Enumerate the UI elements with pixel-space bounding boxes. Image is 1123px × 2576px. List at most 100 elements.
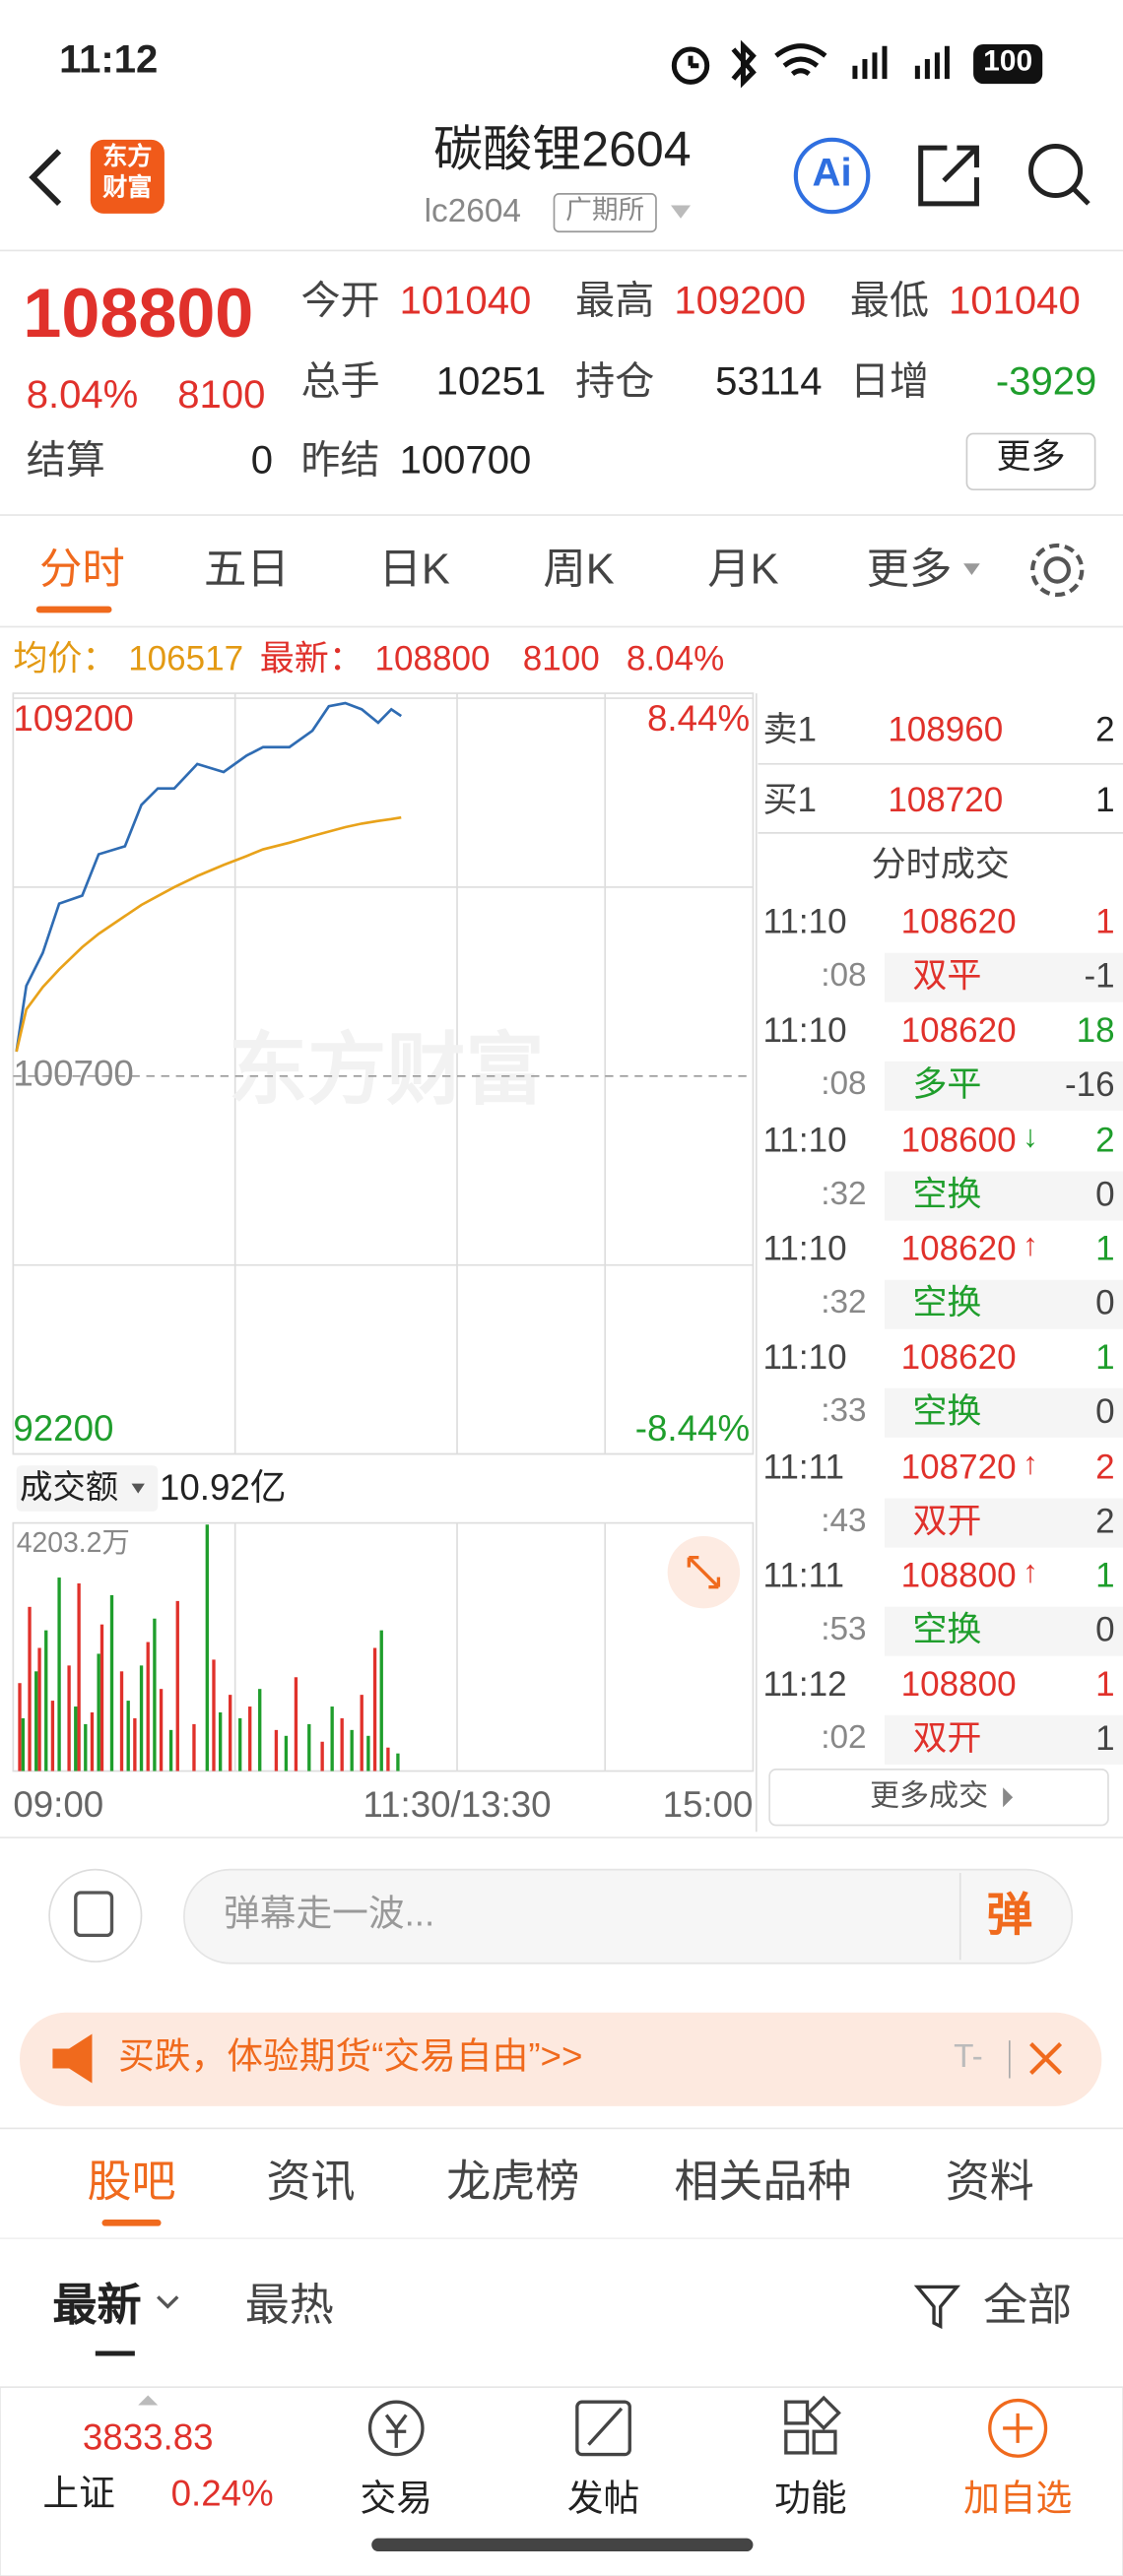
trade-kind-cell (884, 1714, 1123, 1766)
filter-icon[interactable] (913, 2285, 960, 2330)
field-label: 结算 (26, 438, 105, 483)
book-side: 买1 (762, 782, 818, 820)
megaphone-icon (52, 2033, 93, 2084)
share-button[interactable] (918, 145, 979, 207)
banner[interactable] (20, 2012, 1102, 2106)
field-value: 109200 (674, 279, 807, 324)
trade-time: 11:10 (762, 1121, 847, 1160)
comment-placeholder[interactable]: 弹幕走一波... (223, 1892, 435, 1934)
more-trades-label[interactable]: 更多成交 (869, 1778, 989, 1813)
section-tab[interactable]: 资料 (945, 2157, 1034, 2207)
trade-arrow: ↓ (1023, 1120, 1039, 1155)
trades-title: 分时成交 (871, 846, 1010, 884)
trade-kind-cell (884, 1388, 1123, 1439)
banner-text[interactable]: 买跌，体验期货“交易自由”>> (118, 2035, 583, 2077)
volume-bar (360, 1695, 363, 1771)
trade-kind-cell (884, 1170, 1123, 1220)
more-button[interactable] (965, 432, 1096, 491)
index-value[interactable]: 3833.83 (82, 2416, 214, 2458)
section-tab[interactable]: 相关品种 (674, 2157, 852, 2207)
comment-list-button[interactable] (48, 1868, 143, 1963)
latest-pct: 8.04% (626, 640, 725, 679)
trade-qty: 1 (1095, 1230, 1115, 1268)
trade-kind-cell (884, 1606, 1123, 1656)
search-button[interactable] (1028, 143, 1090, 206)
index-pct[interactable]: 0.24% (170, 2472, 274, 2514)
turnover-label[interactable]: 成交额 (20, 1470, 119, 1507)
turnover-selector[interactable] (16, 1465, 159, 1512)
nav-item[interactable]: 发帖 (566, 2477, 640, 2519)
volume-bar (330, 1707, 334, 1771)
trade-qty: 1 (1095, 1665, 1115, 1705)
sort-hot[interactable]: 最热 (244, 2280, 334, 2330)
book-qty: 1 (1095, 782, 1115, 820)
section-tab[interactable]: 龙虎榜 (446, 2157, 580, 2207)
back-button[interactable] (29, 149, 62, 206)
trade-kind: 双开 (912, 1719, 982, 1759)
separator (0, 1836, 1123, 1838)
exchange: 广期所 (565, 197, 645, 225)
trade-kind: 双平 (912, 957, 982, 997)
index-toggle[interactable] (138, 2395, 159, 2406)
trade-price: 108620 (900, 903, 1017, 941)
filter-all[interactable]: 全部 (983, 2280, 1073, 2330)
tab[interactable]: 五日 (203, 544, 290, 594)
settings-button[interactable] (1030, 543, 1085, 598)
nav-item[interactable]: 交易 (360, 2477, 432, 2519)
trade-price: 108800 (900, 1665, 1017, 1705)
sort-latest[interactable]: 最新 (52, 2280, 142, 2330)
trade-price: 108800 (900, 1557, 1017, 1595)
close-banner[interactable] (1029, 2042, 1063, 2075)
volume-bar (133, 1717, 137, 1771)
volume-bar (320, 1741, 324, 1771)
field-label: 昨结 (300, 438, 380, 483)
volume-bar (77, 1583, 81, 1771)
field-value: 100700 (399, 438, 532, 483)
trade-kind-cell (884, 1062, 1123, 1112)
trade-time: 11:10 (762, 1012, 847, 1051)
sort-arrow[interactable] (157, 2295, 179, 2309)
index-name[interactable]: 上证 (42, 2472, 115, 2514)
ai-label[interactable]: Ai (812, 151, 852, 196)
volume-bar (396, 1753, 400, 1771)
dropdown-arrow[interactable] (670, 205, 692, 219)
trade-time: 11:10 (762, 903, 847, 941)
separator (0, 2237, 1123, 2240)
tab[interactable]: 日K (378, 544, 450, 594)
trade-time: 11:11 (762, 1557, 844, 1595)
ai-button[interactable] (793, 137, 871, 215)
trade-qty: 1 (1095, 1557, 1115, 1595)
trade-qty: 2 (1095, 1121, 1115, 1160)
tab[interactable]: 更多 (866, 544, 953, 594)
status-icons (671, 39, 950, 89)
volume-bar (258, 1689, 262, 1771)
trade-sec: :32 (821, 1284, 867, 1321)
volume-bar (212, 1659, 216, 1771)
tab[interactable]: 分时 (39, 544, 125, 594)
nav-item[interactable]: 加自选 (963, 2477, 1073, 2519)
trade-sec: :08 (821, 957, 867, 995)
latest-label: 最新： (259, 640, 363, 679)
separator (0, 625, 1123, 628)
last-price: 108800 (23, 274, 254, 353)
volume-bar (372, 1647, 377, 1771)
y-tick-label: 4203.2万 (17, 1527, 130, 1559)
book-qty: 2 (1095, 711, 1115, 749)
trade-delta: 1 (1095, 1719, 1115, 1759)
turnover-total: 10.92亿 (159, 1466, 287, 1509)
comment-input[interactable] (183, 1868, 1074, 1964)
section-tab[interactable]: 股吧 (87, 2157, 176, 2207)
logo-text: 东方 (102, 143, 153, 171)
more-label[interactable]: 更多 (996, 438, 1066, 477)
field-label: 最高 (575, 279, 655, 324)
change: 8100 (177, 372, 266, 418)
separator (0, 2127, 1123, 2130)
more-trades-button[interactable] (768, 1769, 1109, 1827)
section-tab[interactable]: 资讯 (266, 2157, 356, 2207)
trade-delta: 0 (1095, 1393, 1115, 1432)
nav-item[interactable]: 功能 (774, 2477, 847, 2519)
danmaku-button[interactable]: 弹 (986, 1889, 1033, 1941)
tab[interactable]: 周K (543, 544, 615, 594)
tab[interactable]: 月K (707, 544, 779, 594)
x-tick-label: 09:00 (13, 1784, 103, 1825)
